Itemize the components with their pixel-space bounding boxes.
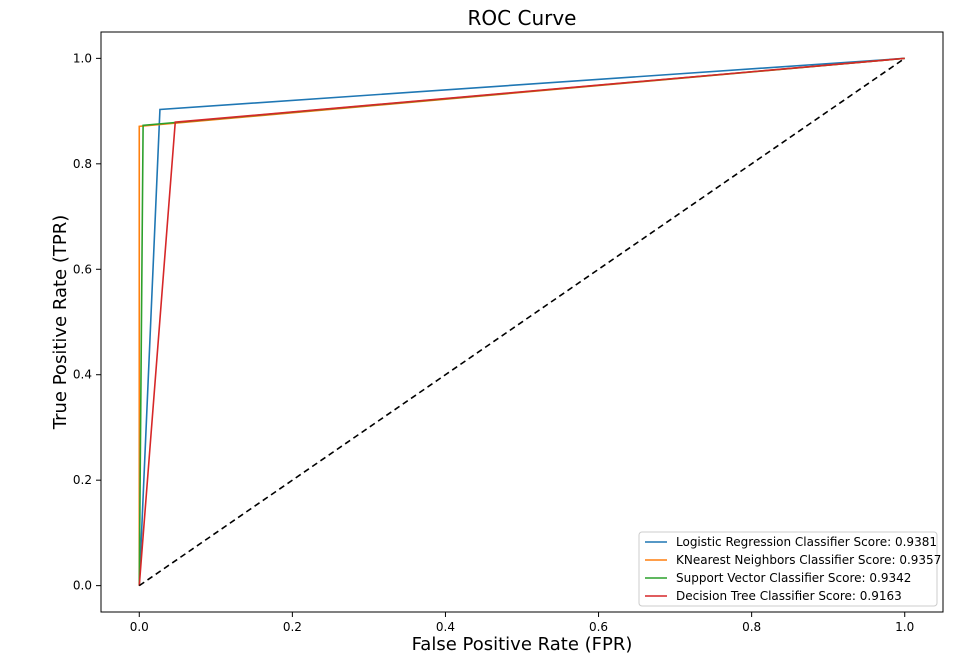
plot-lines [138,57,906,587]
legend-label: Support Vector Classifier Score: 0.9342 [676,571,911,585]
x-tick-label: 0.6 [589,620,608,634]
legend-label: Decision Tree Classifier Score: 0.9163 [676,589,902,603]
legend-entries: Logistic Regression Classifier Score: 0.… [645,535,941,603]
legend-label: KNearest Neighbors Classifier Score: 0.9… [676,553,941,567]
random-classifier-reference-line [138,57,906,587]
y-tick-label: 0.0 [73,579,92,593]
x-tick-label: 1.0 [895,620,914,634]
y-tick-label: 0.6 [73,262,92,276]
legend: Logistic Regression Classifier Score: 0.… [638,531,941,607]
y-tick-label: 1.0 [73,51,92,65]
x-axis: 0.0 0.2 0.4 0.6 0.8 1.0 [130,612,914,634]
y-axis-title: True Positive Rate (TPR) [50,215,71,430]
roc-line-series-4 [138,57,905,586]
x-tick-label: 0.8 [742,620,761,634]
x-axis-title: False Positive Rate (FPR) [412,634,633,655]
x-tick-label: 0.2 [283,620,302,634]
plot-area: 0.0 0.2 0.4 0.6 0.8 1.0 0.0 0.2 0.4 0.6 0.8 1.0 [73,31,944,634]
y-tick-label: 0.4 [73,368,92,382]
y-tick-label: 0.2 [73,473,92,487]
y-tick-label: 0.8 [73,157,92,171]
legend-box [638,531,938,607]
legend-label: Logistic Regression Classifier Score: 0.… [676,535,937,549]
y-axis: 0.0 0.2 0.4 0.6 0.8 1.0 [73,51,101,593]
roc-line-series-1 [138,57,905,586]
x-tick-label: 0.4 [436,620,455,634]
x-tick-label: 0.0 [130,620,149,634]
chart-title: ROC Curve [468,6,577,30]
